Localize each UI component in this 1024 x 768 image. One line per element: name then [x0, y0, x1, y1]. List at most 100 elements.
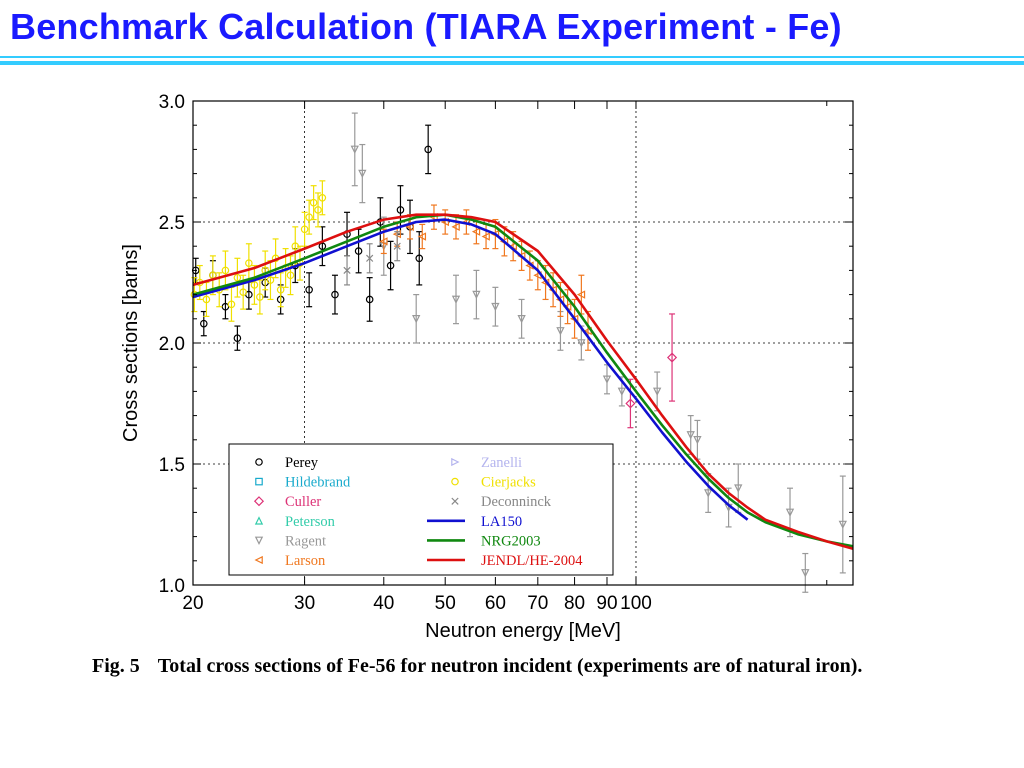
data-point [199, 319, 208, 328]
data-point [233, 273, 242, 282]
data-point [451, 295, 461, 304]
data-point [343, 266, 351, 275]
data-point [666, 352, 678, 363]
legend-swatch [254, 536, 264, 545]
legend-item-la150: LA150 [427, 514, 522, 530]
title-underline [0, 56, 1024, 58]
data-point [286, 271, 295, 280]
data-point [358, 169, 367, 179]
data-point [577, 339, 586, 348]
data-point [451, 222, 460, 232]
data-point [245, 259, 253, 267]
figure-caption: Fig. 5 Total cross sections of Fe-56 for … [92, 655, 992, 678]
data-point [652, 387, 662, 396]
x-tick-label: 50 [435, 593, 456, 614]
legend-item-larson: Larson [254, 553, 326, 569]
data-point [424, 145, 432, 154]
legend-item-deconninck: Deconninck [451, 494, 552, 510]
data-point [305, 285, 313, 294]
y-axis-label: Cross sections [barns] [120, 244, 142, 442]
legend-item-perey: Perey [255, 455, 319, 471]
legend-label: Ragent [285, 533, 326, 549]
data-point [318, 242, 327, 251]
data-point [415, 254, 424, 263]
data-point [556, 327, 565, 336]
x-tick-label: 20 [182, 593, 203, 614]
series-cierjacks [190, 180, 327, 322]
series-culler [625, 313, 678, 429]
legend-label: Peterson [285, 514, 336, 530]
title-underline-thick [0, 61, 1024, 65]
data-point [318, 194, 327, 202]
curve-jendl-he-2004 [192, 213, 854, 550]
data-point [617, 387, 627, 396]
legend-label: Culler [285, 494, 321, 510]
data-point [602, 375, 612, 384]
legend-item-peterson: Peterson [254, 514, 336, 530]
legend-label: NRG2003 [481, 533, 541, 549]
legend-label: Cierjacks [481, 475, 536, 491]
x-tick-label: 30 [294, 593, 315, 614]
legend-box [228, 443, 614, 576]
legend-swatch [451, 497, 459, 505]
y-tick-label: 2.0 [159, 334, 185, 355]
y-tick-label: 1.5 [159, 455, 185, 476]
marker-stroke [366, 254, 374, 262]
x-tick-label: 70 [527, 593, 548, 614]
data-point [300, 225, 309, 234]
data-point [801, 569, 810, 578]
data-point [266, 276, 275, 284]
data-point [838, 520, 847, 530]
slide-title: Benchmark Calculation (TIARA Experiment … [10, 6, 842, 47]
data-point [693, 436, 702, 445]
data-point [305, 213, 313, 221]
evaluated-curves [192, 213, 854, 550]
figure-number: Fig. 5 [92, 655, 140, 677]
data-point [354, 247, 363, 255]
legend-label: Deconninck [481, 494, 552, 510]
legend-item-zanelli: Zanelli [451, 455, 522, 471]
data-point [734, 484, 743, 493]
legend-item-nrg2003: NRG2003 [427, 533, 541, 549]
data-point [491, 302, 500, 312]
data-point [393, 242, 401, 250]
data-point [379, 237, 388, 246]
legend-swatch [255, 477, 263, 486]
x-tick-label: 90 [596, 593, 617, 614]
legend-item-jendl-he-2004: JENDL/HE-2004 [427, 553, 583, 569]
x-tick-label: 80 [564, 593, 585, 614]
legend: Perey Zanelli Hildebrand Cierjacks Culler Dec… [228, 443, 614, 576]
data-point [704, 489, 713, 498]
legend-item-cierjacks: Cierjacks [451, 475, 536, 491]
data-point [250, 281, 259, 289]
data-point [517, 315, 526, 324]
legend-swatch [254, 516, 264, 525]
marker-stroke [393, 242, 401, 250]
x-tick-label: 100 [620, 593, 652, 614]
curve-la150 [192, 218, 749, 521]
data-point [405, 222, 414, 232]
legend-swatch [451, 477, 459, 486]
legend-label: Perey [285, 455, 319, 471]
data-point [256, 293, 264, 301]
y-tick-label: 2.5 [159, 213, 185, 234]
data-point [785, 508, 795, 517]
legend-label: JENDL/HE-2004 [481, 553, 583, 569]
data-point [481, 232, 490, 241]
data-point [366, 254, 374, 262]
data-point [625, 398, 636, 409]
legend-label: Zanelli [481, 455, 522, 471]
data-point [412, 315, 421, 324]
legend-label: Larson [285, 553, 326, 569]
data-point [239, 288, 247, 296]
legend-swatch [451, 457, 460, 467]
legend-item-culler: Culler [253, 494, 321, 510]
legend-item-ragent: Ragent [254, 533, 326, 549]
y-tick-label: 1.0 [159, 576, 185, 597]
data-point [417, 232, 427, 241]
curve-nrg2003 [192, 213, 854, 548]
x-axis-label: Neutron energy [MeV] [425, 620, 621, 642]
legend-swatch [253, 496, 265, 507]
data-point [686, 431, 695, 440]
data-point [365, 295, 374, 304]
